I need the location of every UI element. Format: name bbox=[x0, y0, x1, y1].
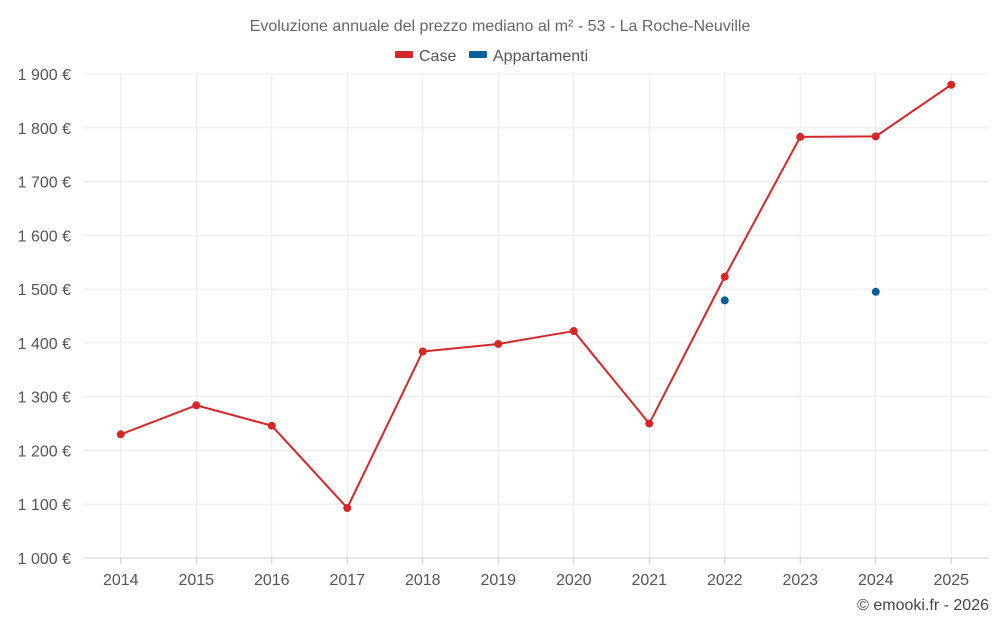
legend-item-case[interactable]: Case bbox=[395, 48, 456, 65]
y-tick-label: 1 700 € bbox=[18, 175, 71, 192]
data-point-case[interactable] bbox=[569, 327, 578, 336]
grid bbox=[83, 73, 989, 558]
axes bbox=[83, 557, 989, 564]
legend-item-appartamenti[interactable]: Appartamenti bbox=[469, 48, 588, 65]
data-point-case[interactable] bbox=[343, 503, 352, 512]
data-point-case[interactable] bbox=[871, 132, 880, 141]
x-tick-label: 2021 bbox=[631, 572, 667, 589]
x-tick-label: 2014 bbox=[103, 572, 139, 589]
x-tick-label: 2019 bbox=[480, 572, 516, 589]
x-tick-label: 2020 bbox=[556, 572, 592, 589]
y-tick-label: 1 400 € bbox=[18, 336, 71, 353]
data-point-appartamenti[interactable] bbox=[720, 296, 729, 305]
y-tick-label: 1 900 € bbox=[18, 67, 71, 84]
y-tick-label: 1 600 € bbox=[18, 228, 71, 245]
x-tick-label: 2016 bbox=[254, 572, 290, 589]
data-point-case[interactable] bbox=[192, 401, 201, 410]
data-point-appartamenti[interactable] bbox=[871, 287, 880, 296]
x-tick-label: 2023 bbox=[782, 572, 818, 589]
data-point-case[interactable] bbox=[494, 339, 503, 348]
legend-label-case: Case bbox=[419, 48, 456, 65]
x-tick-label: 2018 bbox=[405, 572, 441, 589]
y-tick-label: 1 000 € bbox=[18, 551, 71, 568]
y-tick-label: 1 100 € bbox=[18, 497, 71, 514]
y-tick-label: 1 300 € bbox=[18, 390, 71, 407]
legend-swatch-appartamenti bbox=[469, 51, 487, 58]
data-point-case[interactable] bbox=[645, 419, 654, 428]
y-tick-label: 1 500 € bbox=[18, 282, 71, 299]
legend-swatch-case bbox=[395, 51, 413, 58]
legend-label-appartamenti: Appartamenti bbox=[493, 48, 588, 65]
x-tick-label: 2025 bbox=[933, 572, 969, 589]
data-point-case[interactable] bbox=[796, 132, 805, 141]
x-tick-label: 2015 bbox=[178, 572, 214, 589]
data-point-case[interactable] bbox=[720, 272, 729, 281]
chart-title: Evoluzione annuale del prezzo mediano al… bbox=[250, 18, 751, 35]
y-tick-label: 1 800 € bbox=[18, 121, 71, 138]
series bbox=[116, 80, 956, 512]
credit-text: © emooki.fr - 2026 bbox=[857, 597, 989, 614]
series-line-case bbox=[120, 83, 952, 509]
y-axis-ticks: 1 000 € 1 100 € 1 200 € 1 300 € 1 400 € 1 500… bbox=[18, 67, 71, 568]
x-axis-ticks: 2014 2015 2016 2017 2018 2019 2020 2021 2022 2023… bbox=[103, 572, 969, 589]
x-tick-label: 2024 bbox=[858, 572, 894, 589]
data-point-case[interactable] bbox=[267, 421, 276, 430]
legend[interactable]: Case Appartamenti bbox=[395, 48, 588, 65]
data-point-case[interactable] bbox=[418, 347, 427, 356]
x-tick-label: 2017 bbox=[329, 572, 365, 589]
data-point-case[interactable] bbox=[116, 430, 125, 439]
data-point-case[interactable] bbox=[947, 80, 956, 89]
x-tick-label: 2022 bbox=[707, 572, 743, 589]
y-tick-label: 1 200 € bbox=[18, 443, 71, 460]
